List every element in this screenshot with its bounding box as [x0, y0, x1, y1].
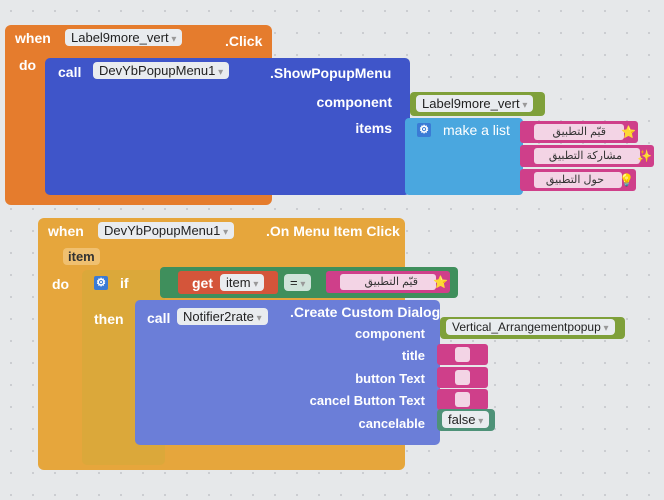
event-name: .On Menu Item Click: [266, 223, 400, 239]
operator-dropdown[interactable]: =: [284, 274, 312, 291]
notifier-dropdown[interactable]: Notifier2rate: [177, 308, 268, 325]
gear-icon[interactable]: ⚙: [417, 123, 431, 137]
make-list-block[interactable]: ⚙ make a list: [405, 118, 523, 195]
component-dropdown[interactable]: DevYbPopupMenu1: [98, 222, 235, 239]
arg-label: cancelable: [358, 416, 426, 431]
arg-label: component: [354, 326, 425, 341]
if-keyword: if: [120, 275, 129, 291]
arg-items-label: items: [355, 120, 392, 136]
component-block[interactable]: Vertical_Arrangementpopup: [440, 317, 625, 339]
star-icon: ⭐: [433, 275, 448, 289]
list-item-text[interactable]: ⭐ قيّم التطبيق: [520, 121, 638, 143]
list-item-text[interactable]: 💡 حول التطبيق: [520, 169, 636, 191]
button-text-empty[interactable]: [437, 367, 488, 388]
lightbulb-icon: 💡: [619, 173, 634, 187]
compare-text[interactable]: ⭐ قيّم التطبيق: [326, 271, 450, 293]
component-dropdown[interactable]: Label9more_vert: [65, 29, 183, 46]
boolean-dropdown[interactable]: false: [442, 411, 490, 428]
get-keyword: get: [192, 275, 213, 291]
arg-label: title: [401, 348, 425, 363]
false-block[interactable]: false: [437, 409, 495, 431]
show-popup-menu-block[interactable]: call DevYbPopupMenu1 .ShowPopupMenu comp…: [45, 58, 410, 195]
star-icon: ⭐: [621, 125, 636, 139]
do-keyword: do: [52, 276, 70, 292]
title-text-empty[interactable]: [437, 344, 488, 365]
list-item-label: قيّم التطبيق: [552, 126, 606, 138]
list-item-text[interactable]: ✨ مشاركة التطبيق: [520, 145, 654, 167]
create-custom-dialog-block[interactable]: call Notifier2rate .Create Custom Dialog…: [135, 300, 440, 445]
arg-label: button Text: [355, 371, 425, 386]
gear-icon[interactable]: ⚙: [94, 276, 108, 290]
arg-label: cancel Button Text: [309, 393, 425, 408]
list-item-label: حول التطبيق: [545, 174, 604, 186]
list-item-label: مشاركة التطبيق: [548, 150, 622, 162]
method-name: .ShowPopupMenu: [270, 65, 392, 81]
compare-block[interactable]: get item = ⭐ قيّم التطبيق: [160, 267, 458, 298]
item-parameter[interactable]: item: [63, 248, 100, 265]
then-keyword: then: [94, 311, 124, 327]
variable-dropdown[interactable]: item: [220, 274, 265, 291]
cancel-button-text-empty[interactable]: [437, 389, 488, 410]
popup-component-dropdown[interactable]: DevYbPopupMenu1: [93, 62, 230, 79]
call-keyword: call: [147, 310, 171, 326]
get-item-block[interactable]: get item: [178, 271, 278, 294]
when-keyword: when: [48, 223, 84, 239]
arg-component-label: component: [316, 94, 392, 110]
event-name: .Click: [225, 33, 263, 49]
compare-text-label: قيّم التطبيق: [364, 276, 418, 288]
make-list-label: make a list: [443, 122, 510, 138]
method-name: .Create Custom Dialog: [290, 304, 441, 320]
component-block[interactable]: Label9more_vert: [410, 92, 545, 116]
component-value-dropdown[interactable]: Label9more_vert: [416, 95, 534, 112]
component-value-dropdown[interactable]: Vertical_Arrangementpopup: [446, 319, 615, 335]
share-sparkle-icon: ✨: [637, 149, 652, 163]
call-keyword: call: [58, 64, 82, 80]
when-keyword: when: [15, 30, 51, 46]
do-keyword: do: [19, 57, 37, 73]
